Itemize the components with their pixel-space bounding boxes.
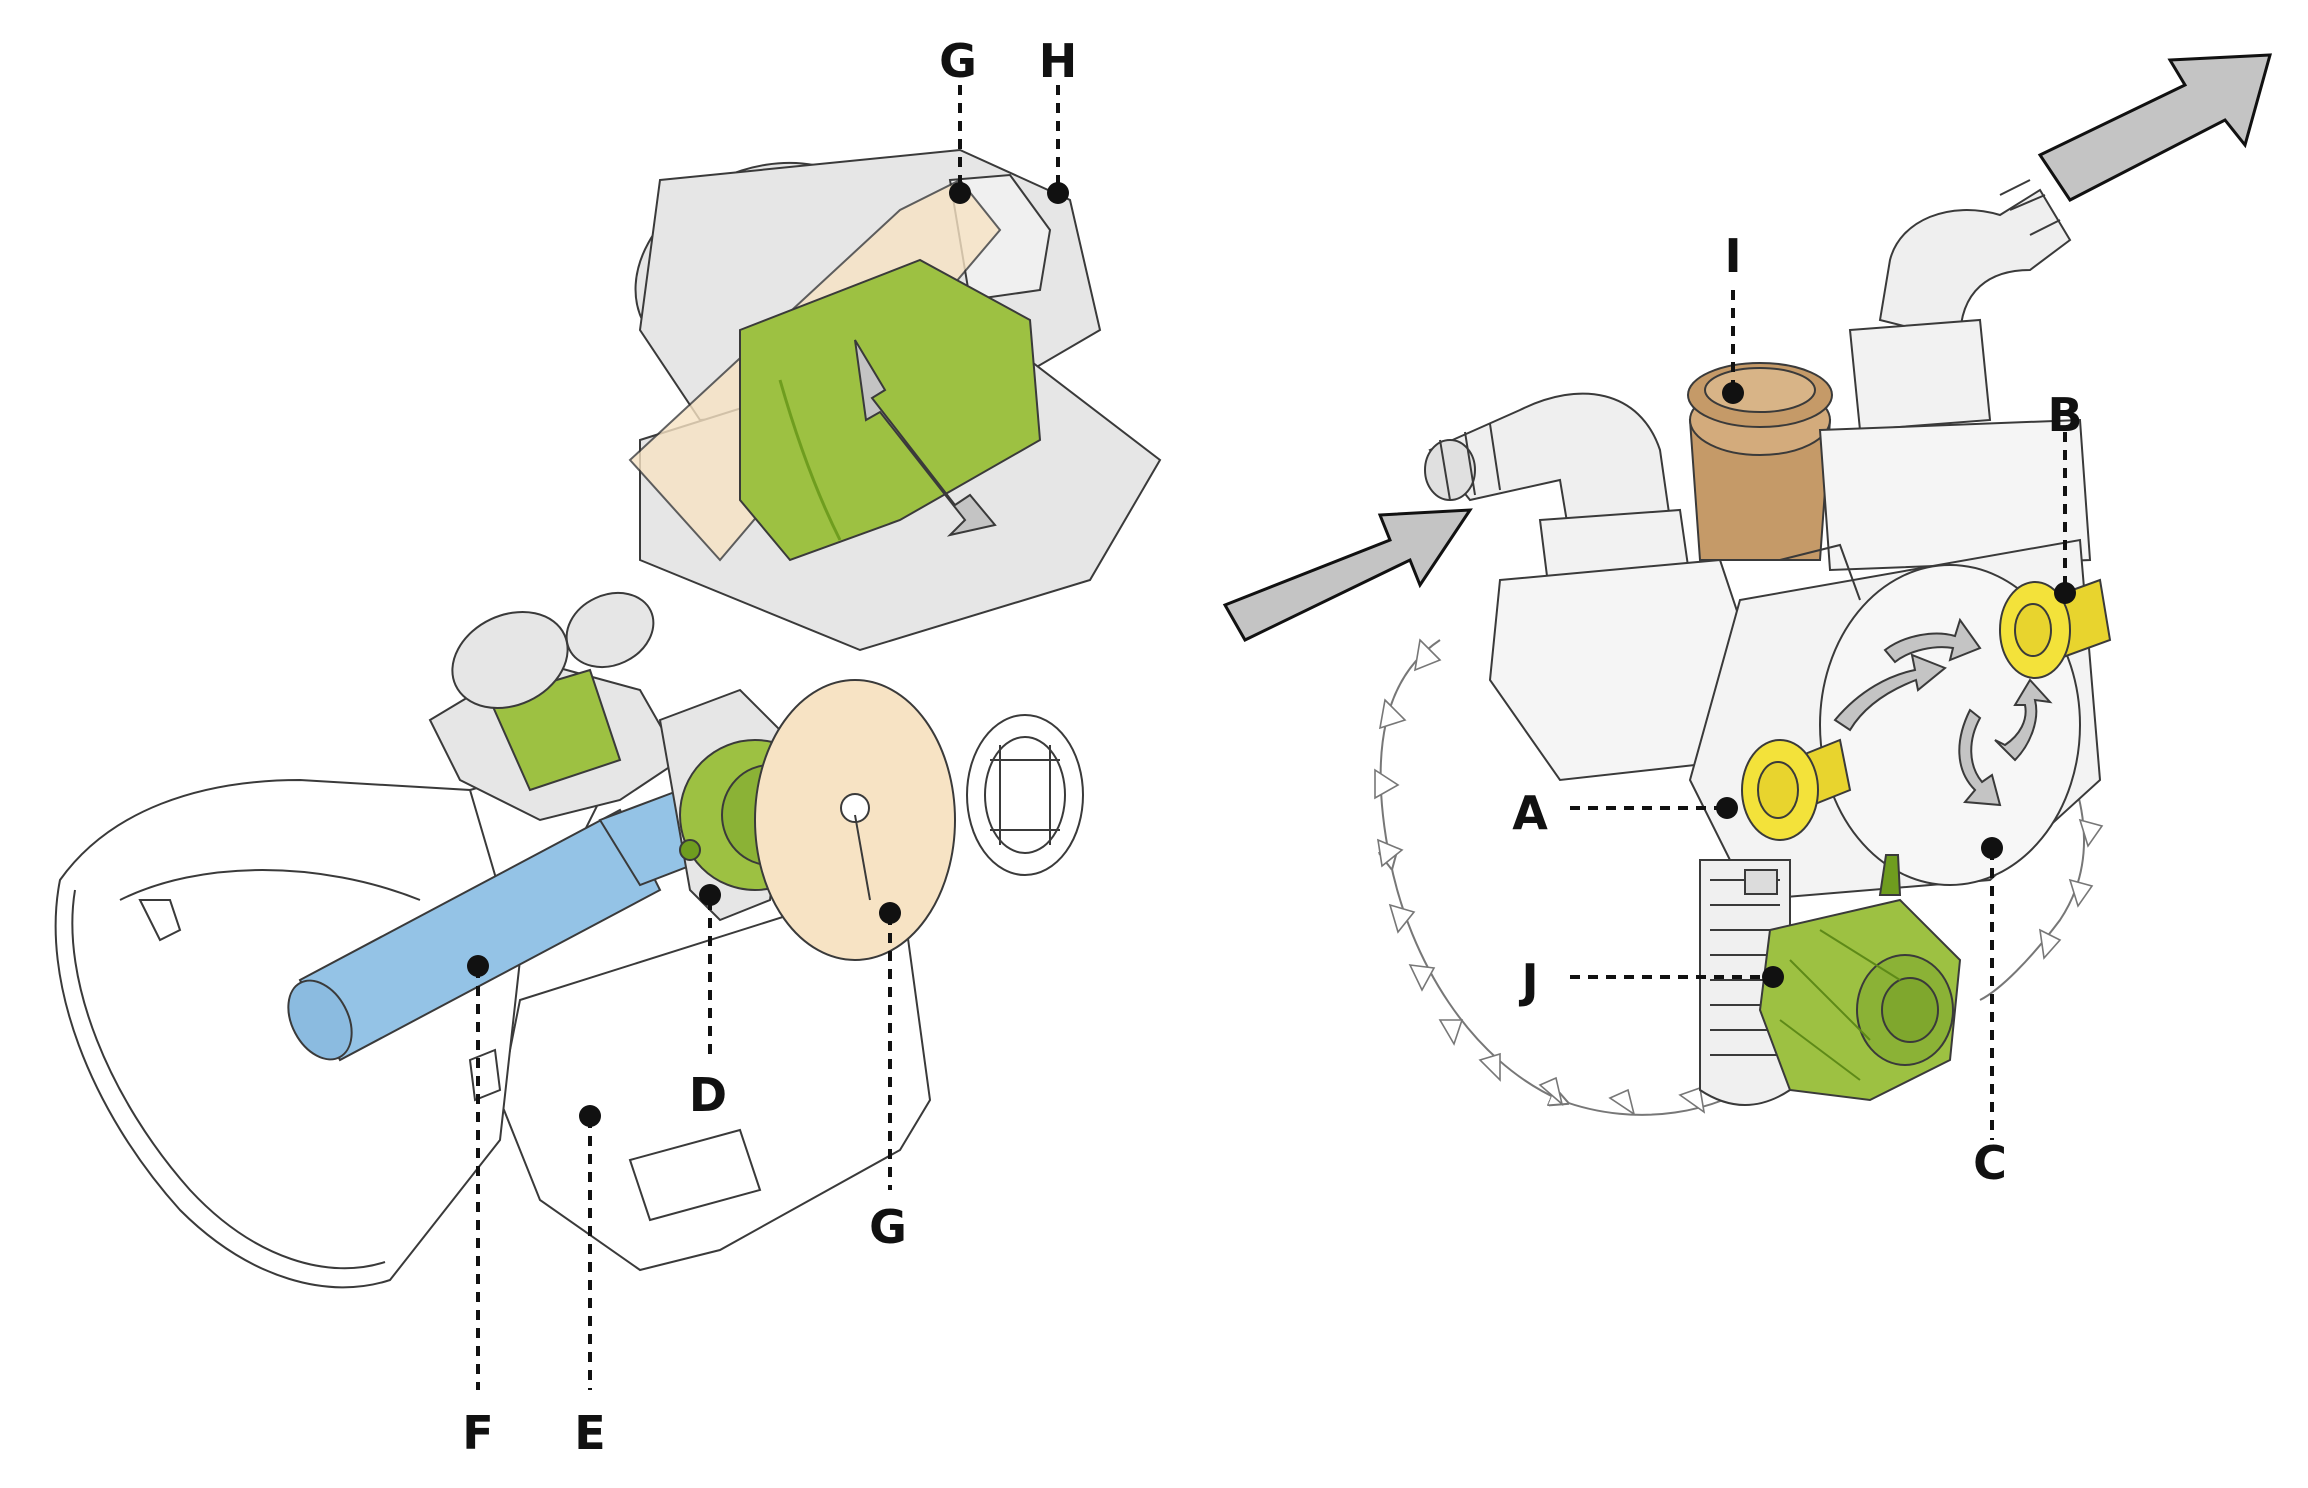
left-assembly <box>54 85 1162 1390</box>
label-h: H <box>1038 34 1078 88</box>
inlet-elbow <box>1424 392 1762 782</box>
callout-dot-c <box>1981 837 2003 859</box>
suction-strainer <box>1699 859 1791 1106</box>
callout-dot-d <box>699 884 721 906</box>
label-g-bottom: G <box>869 1200 907 1254</box>
label-d: D <box>688 1068 728 1122</box>
rotation-arrows <box>1833 617 2053 807</box>
right-callout-dots <box>1716 382 2076 988</box>
small-piston-group <box>428 592 682 822</box>
air-chamber-cap <box>1687 362 1833 561</box>
callout-dot-g-bottom <box>879 902 901 924</box>
yellow-valve-left <box>1741 738 1852 841</box>
outlet-flow-arrow <box>2037 53 2273 202</box>
gearbox-housing <box>498 878 932 1272</box>
label-f: F <box>462 1406 494 1460</box>
label-c: C <box>1973 1136 2007 1190</box>
bearing-ring <box>966 714 1084 876</box>
label-j: J <box>1521 954 1539 1008</box>
peach-disk <box>754 679 956 961</box>
callout-dot-h <box>1047 182 1069 204</box>
label-i: I <box>1724 229 1742 283</box>
label-b: B <box>2047 388 2083 442</box>
pressure-regulator <box>1758 854 1962 1102</box>
label-e: E <box>574 1406 606 1460</box>
callout-dot-g-top <box>949 182 971 204</box>
right-assembly <box>1222 53 2273 1140</box>
callout-dot-b <box>2054 582 2076 604</box>
outlet-elbow <box>1818 179 2092 572</box>
callout-dot-e <box>579 1105 601 1127</box>
label-a: A <box>1512 786 1548 840</box>
callout-dot-a <box>1716 797 1738 819</box>
stroke-motion-arrow <box>854 339 997 537</box>
left-callout-dots <box>467 182 1069 1127</box>
left-callout-leaders <box>476 85 1060 1390</box>
flow-circulation-loop <box>1374 638 2104 1116</box>
callout-dot-f <box>467 955 489 977</box>
inlet-flow-arrow <box>1222 508 1473 642</box>
pump-head-cutaway <box>628 148 1162 652</box>
label-g-top: G <box>939 34 977 88</box>
right-callout-leaders <box>1570 290 2067 1140</box>
callout-dot-i <box>1722 382 1744 404</box>
callout-dot-j <box>1762 966 1784 988</box>
